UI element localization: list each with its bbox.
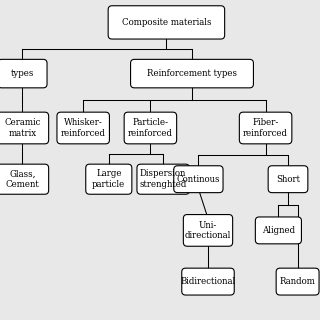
- Text: Glass,
Cement: Glass, Cement: [5, 170, 39, 189]
- FancyBboxPatch shape: [86, 164, 132, 194]
- FancyBboxPatch shape: [0, 164, 49, 194]
- FancyBboxPatch shape: [0, 60, 47, 88]
- FancyBboxPatch shape: [182, 268, 234, 295]
- Text: Fiber-
reinforced: Fiber- reinforced: [243, 118, 288, 138]
- FancyBboxPatch shape: [57, 112, 109, 144]
- FancyBboxPatch shape: [0, 112, 49, 144]
- FancyBboxPatch shape: [268, 166, 308, 193]
- FancyBboxPatch shape: [255, 217, 301, 244]
- Text: Aligned: Aligned: [262, 226, 295, 235]
- Text: Composite materials: Composite materials: [122, 18, 211, 27]
- FancyBboxPatch shape: [131, 60, 253, 88]
- Text: Random: Random: [280, 277, 316, 286]
- FancyBboxPatch shape: [183, 214, 233, 246]
- FancyBboxPatch shape: [276, 268, 319, 295]
- FancyBboxPatch shape: [174, 166, 223, 193]
- Text: Particle-
reinforced: Particle- reinforced: [128, 118, 173, 138]
- Text: Reinforcement types: Reinforcement types: [147, 69, 237, 78]
- FancyBboxPatch shape: [137, 164, 189, 194]
- Text: Ceramic
matrix: Ceramic matrix: [4, 118, 41, 138]
- Text: Continous: Continous: [177, 175, 220, 184]
- FancyBboxPatch shape: [124, 112, 177, 144]
- FancyBboxPatch shape: [108, 6, 225, 39]
- Text: Dispersion
strenghted: Dispersion strenghted: [140, 170, 187, 189]
- FancyBboxPatch shape: [239, 112, 292, 144]
- Text: Whisker-
reinforced: Whisker- reinforced: [61, 118, 106, 138]
- Text: Bidirectional: Bidirectional: [180, 277, 236, 286]
- Text: Large
particle: Large particle: [92, 170, 125, 189]
- Text: types: types: [11, 69, 34, 78]
- Text: Uni-
directional: Uni- directional: [185, 221, 231, 240]
- Text: Short: Short: [276, 175, 300, 184]
